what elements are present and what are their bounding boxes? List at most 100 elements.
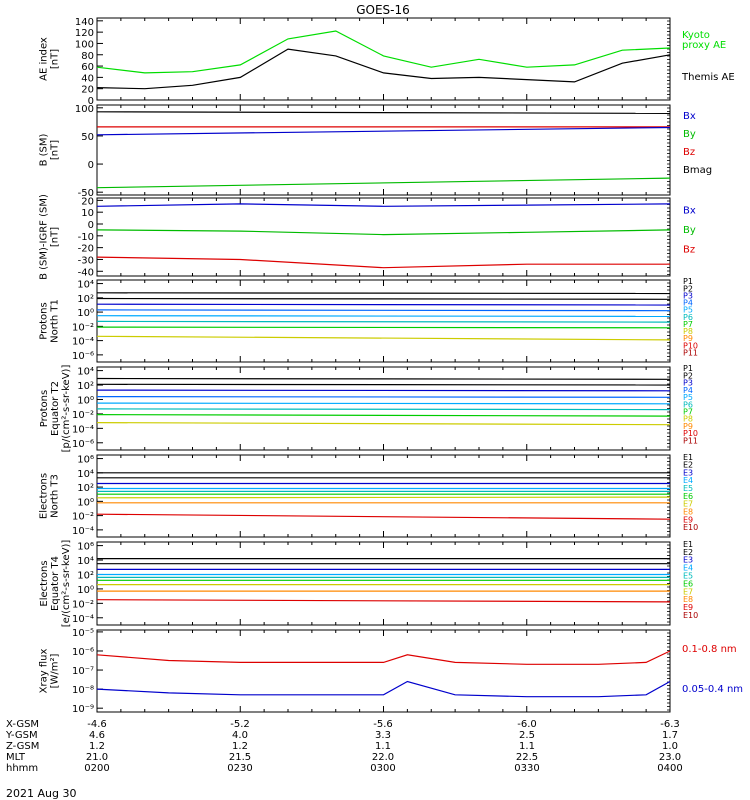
legend-item: Bx [683,206,696,217]
legend-item: E10 [683,611,698,620]
legend-item: Bz [683,147,695,158]
legend-item: P9 [683,334,693,343]
legend-item: P6 [683,313,693,322]
series-p4 [96,309,671,312]
y-tick-label: 10⁻² [72,410,94,421]
x-row-label: Y-GSM [5,730,38,741]
y-tick-label: 10⁻⁴ [72,526,94,537]
y-tick-label: 140 [75,17,94,28]
y-tick-label: 10⁻⁴ [72,337,94,348]
y-axis-label: B (SM)-IGRF (SM) [39,194,50,280]
legend-item: P1 [683,277,693,286]
y-axis-label: [nT] [50,49,61,69]
panel-protons-t2: 10⁴ 10² 10⁰ 10⁻² 10⁻⁴ 10⁻⁶ Protons Equator T2 [p… [39,364,698,452]
x-row-value: 0230 [227,763,252,774]
series-p2 [96,297,671,300]
y-axis-label: Equator T2 [50,381,61,436]
x-row-value: 23.0 [659,752,681,763]
legend-item: P9 [683,422,693,431]
series-e9 [96,599,671,603]
y-axis-label: Electrons [39,560,50,606]
legend-item: 0.05-0.4 nm [682,684,743,695]
y-tick-label: 10⁴ [77,469,94,480]
legend-item: E3 [683,468,693,477]
legend-item: E1 [683,453,693,462]
panel-xray: 10⁻⁵ 10⁻⁶ 10⁻⁷ 10⁻⁸ 10⁻⁹ Xray flux [W/m²] 0.1-0… [39,628,744,715]
x-row-value: 2.5 [519,730,535,741]
x-row-value: 0200 [84,763,109,774]
legend-item: E7 [683,587,693,596]
legend-item: By [683,129,696,140]
legend-item: E8 [683,507,693,516]
legend-item: P2 [683,284,693,293]
series-0-05-0-4-nm [96,680,671,698]
legend-item: 0.1-0.8 nm [682,644,737,655]
x-axis-table: X-GSM -4.6 -5.2 -5.6 -6.0 -6.3 Y-GSM 4.6 4.0 3.3 2… [5,719,683,774]
y-tick-label: 10² [77,483,94,494]
legend-item: E8 [683,595,693,604]
x-row-value: 21.0 [86,752,108,763]
series-p5 [96,402,671,405]
panel-frame [96,541,671,626]
y-tick-label: 10⁻⁸ [72,685,94,696]
y-tick-label: -40 [78,267,94,278]
x-row-label: MLT [6,752,26,763]
y-tick-label: 0 [88,96,94,107]
x-row-value: 0300 [370,763,395,774]
x-row-value: 21.5 [229,752,251,763]
x-row-value: 22.0 [372,752,394,763]
x-row-label: Z-GSM [6,741,39,752]
plot-date: 2021 Aug 30 [6,787,76,800]
x-row-value: 22.5 [516,752,538,763]
legend-item: P3 [683,379,693,388]
y-tick-label: 10 [81,208,94,219]
y-tick-label: 10⁻⁶ [72,647,94,658]
plot-title: GOES-16 [356,3,410,17]
panel-frame [96,629,671,713]
y-tick-label: 20 [81,196,94,207]
legend-item: P10 [683,341,698,350]
y-tick-label: 10⁶ [77,455,94,466]
legend-item: E9 [683,603,693,612]
y-axis-label: [p/(cm²-s-sr-keV)] [61,365,72,453]
x-row-value: 4.0 [232,730,248,741]
series-p3 [96,303,671,306]
y-tick-label: 0 [88,220,94,231]
panel-b-sm: 100 50 0 -50 B (SM) [nT] Bx By Bz Bmag [39,104,713,199]
panel-electrons-t4: 10⁶ 10⁴ 10² 10⁰ 10⁻² 10⁻⁴ Electrons Equator T4[… [39,540,698,628]
x-row-value: 1.0 [662,741,678,752]
legend-item: Bx [683,111,696,122]
x-row-value: 4.6 [89,730,105,741]
y-tick-label: 10⁶ [77,542,94,553]
x-row-value: 0330 [514,763,539,774]
panel-frame [96,454,671,538]
legend-item: P11 [683,436,698,445]
y-tick-label: 100 [75,39,94,50]
series-p6 [96,408,671,411]
y-tick-label: 10⁻² [72,599,94,610]
legend-item: P5 [683,306,693,315]
x-row-value: -4.6 [87,719,107,730]
legend-item: P5 [683,393,693,402]
x-row-value: 3.3 [375,730,391,741]
y-tick-label: 10⁰ [77,308,94,319]
series-by [96,229,671,236]
y-axis-label: North T1 [50,299,61,343]
y-axis-label: North T3 [50,474,61,518]
legend-item: P4 [683,386,693,395]
panel-protons-t1: 10⁴ 10² 10⁰ 10⁻² 10⁻⁴ 10⁻⁶ Protons North T1 P1P2… [39,277,698,363]
series-p6 [96,320,671,323]
legend-item: P4 [683,299,693,308]
y-axis-label: [nT] [50,140,61,160]
legend-item: P2 [683,371,693,380]
y-tick-label: 50 [81,132,94,143]
y-tick-label: 0 [88,160,94,171]
series-p7 [96,414,671,417]
series-p7 [96,326,671,329]
y-axis-label: Protons [39,302,50,339]
legend-item: P1 [683,364,693,373]
legend-item: E5 [683,572,693,581]
